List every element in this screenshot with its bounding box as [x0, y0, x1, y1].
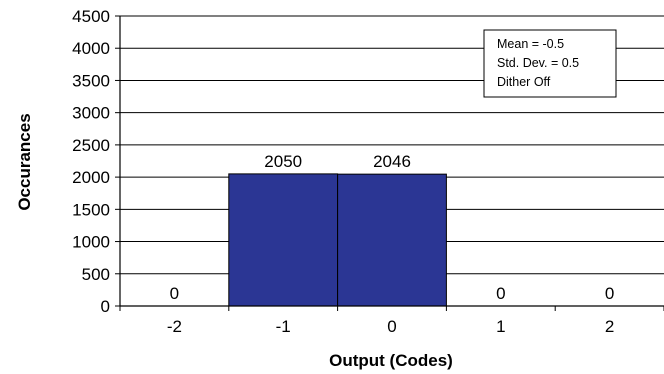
y-tick-label: 1000: [72, 233, 110, 252]
stats-annotation: Mean = -0.5 Std. Dev. = 0.5 Dither Off: [483, 29, 617, 98]
y-tick-label: 3000: [72, 104, 110, 123]
y-tick-label: 0: [101, 297, 110, 316]
bar-data-label: 2046: [373, 152, 411, 171]
bar: [228, 173, 339, 307]
bar-data-label: 0: [170, 284, 179, 303]
y-tick-label: 4500: [72, 7, 110, 26]
y-tick-label: 2000: [72, 168, 110, 187]
axes: [115, 15, 664, 311]
annotation-line-std: Std. Dev. = 0.5: [497, 56, 579, 70]
bar: [337, 173, 447, 307]
x-tick-label: 2: [605, 317, 614, 336]
x-axis-title: Output (Codes): [329, 351, 453, 370]
y-tick-label: 4000: [72, 39, 110, 58]
y-axis-title: Occurances: [15, 113, 34, 210]
y-tick-label: 1500: [72, 200, 110, 219]
annotation-line-dither: Dither Off: [497, 75, 551, 89]
gridlines: [120, 15, 664, 275]
x-tick-label: 0: [387, 317, 396, 336]
y-tick-label: 500: [82, 265, 110, 284]
x-tick-label: -1: [276, 317, 291, 336]
x-tick-label: 1: [496, 317, 505, 336]
y-tick-label: 3500: [72, 71, 110, 90]
bars: [228, 173, 447, 307]
bar-data-label: 2050: [264, 152, 302, 171]
x-tick-label: -2: [167, 317, 182, 336]
y-tick-label: 2500: [72, 136, 110, 155]
annotation-border: [483, 29, 617, 98]
bar-data-label: 0: [496, 284, 505, 303]
annotation-line-mean: Mean = -0.5: [497, 37, 564, 51]
bar-data-label: 0: [605, 284, 614, 303]
labels: 0500100015002000250030003500400045000-22…: [72, 7, 614, 336]
